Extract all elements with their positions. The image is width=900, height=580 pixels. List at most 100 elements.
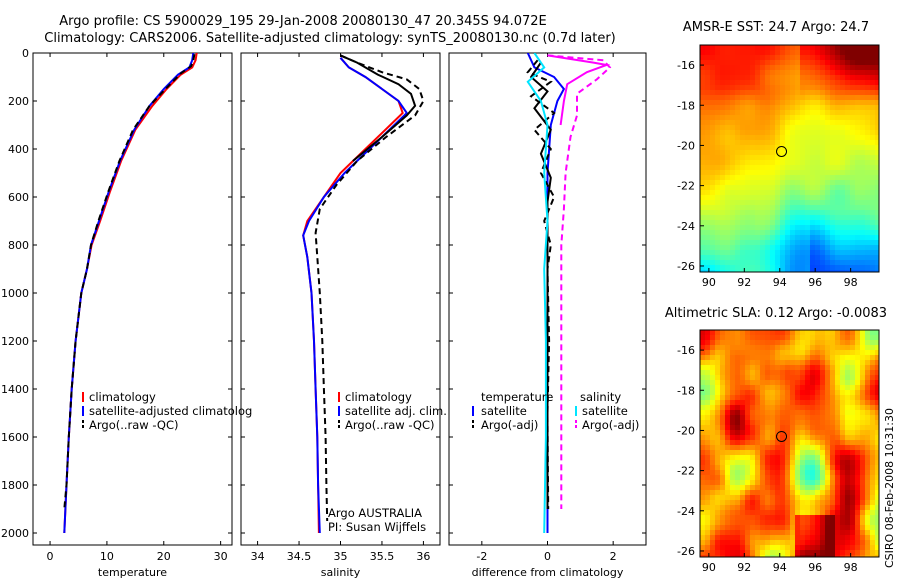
sla-map-cell bbox=[805, 450, 811, 456]
sst-map-cell bbox=[830, 120, 836, 126]
sla-map-cell bbox=[700, 515, 706, 521]
sst-map-cell bbox=[710, 150, 716, 156]
sst-map-cell bbox=[745, 180, 751, 186]
sla-map-cell bbox=[795, 425, 801, 431]
sla-map-cell bbox=[735, 405, 741, 411]
sla-map-cell bbox=[870, 365, 876, 371]
sst-map-cell bbox=[770, 85, 776, 91]
temperature-ytick-label: 2000 bbox=[1, 527, 29, 540]
sst-map-cell bbox=[835, 150, 841, 156]
sst-map-cell bbox=[845, 145, 851, 151]
sla-map-cell bbox=[790, 450, 796, 456]
sla-map-cell bbox=[850, 480, 856, 486]
sst-map-cell bbox=[700, 225, 706, 231]
sst-map-cell bbox=[715, 270, 721, 272]
sst-map-cell bbox=[765, 215, 771, 221]
sla-map-cell bbox=[745, 540, 751, 546]
sla-map-cell bbox=[700, 545, 706, 551]
sst-map-cell bbox=[740, 90, 746, 96]
sst-map-cell bbox=[875, 250, 879, 256]
sla-map-cell bbox=[755, 525, 761, 531]
sla-map-cell bbox=[850, 420, 856, 426]
sst-map-cell bbox=[825, 260, 831, 266]
sst-map-cell bbox=[765, 230, 771, 236]
sla-map-cell bbox=[820, 490, 826, 496]
sla-map-cell bbox=[810, 540, 816, 546]
difference-series-4 bbox=[547, 54, 612, 509]
sla-map-cell bbox=[770, 520, 776, 526]
sla-map-title: Altimetric SLA: 0.12 Argo: -0.0083 bbox=[665, 306, 887, 321]
sst-map-cell bbox=[770, 265, 776, 271]
sla-map-cell bbox=[775, 550, 781, 556]
sst-map-cell bbox=[825, 90, 831, 96]
sla-map-cell bbox=[700, 355, 706, 361]
sla-map-cell bbox=[835, 550, 841, 556]
sla-map-cell bbox=[775, 335, 781, 341]
sla-map-cell bbox=[760, 510, 766, 516]
sla-map-cell bbox=[730, 425, 736, 431]
sst-map-cell bbox=[790, 90, 796, 96]
sla-map-cell bbox=[830, 360, 836, 366]
sla-map-cell bbox=[870, 510, 876, 516]
sla-map-cell bbox=[710, 380, 716, 386]
sst-map-cell bbox=[835, 230, 841, 236]
sst-map-ytick-label: -16 bbox=[677, 59, 695, 72]
sst-map-cell bbox=[875, 100, 879, 106]
sla-map-cell bbox=[835, 470, 841, 476]
sla-map-cell bbox=[800, 485, 806, 491]
sst-map-cell bbox=[820, 175, 826, 181]
sst-map-cell bbox=[705, 165, 711, 171]
sla-map-cell bbox=[745, 470, 751, 476]
sla-map-cell bbox=[765, 395, 771, 401]
sla-map-cell bbox=[705, 420, 711, 426]
sst-map-cell bbox=[800, 200, 806, 206]
sla-map-cell bbox=[755, 410, 761, 416]
sst-map-cell bbox=[860, 125, 866, 131]
sla-map-cell bbox=[735, 510, 741, 516]
diff-legend-temp-title: temperature bbox=[481, 390, 553, 404]
sla-map-cell bbox=[725, 335, 731, 341]
sst-map-cell bbox=[755, 65, 761, 71]
sst-map-cell bbox=[725, 55, 731, 61]
sst-map-cell bbox=[740, 270, 746, 272]
sla-map-cell bbox=[865, 435, 871, 441]
sla-map-cell bbox=[770, 555, 776, 557]
sla-map-xtick-label: 98 bbox=[844, 561, 858, 574]
sla-map-cell bbox=[700, 420, 706, 426]
sla-map-cell bbox=[770, 345, 776, 351]
difference-series-3 bbox=[526, 53, 549, 534]
sst-map-cell bbox=[755, 180, 761, 186]
sst-map-cell bbox=[730, 145, 736, 151]
sst-map-ytick-label: -26 bbox=[677, 260, 695, 273]
sla-map: 90 92 94 96 98-16-18-20-22-24-26 bbox=[677, 329, 880, 574]
sla-map-cell bbox=[765, 490, 771, 496]
sst-map-cell bbox=[710, 140, 716, 146]
sst-map-cell bbox=[750, 150, 756, 156]
sst-map-cell bbox=[840, 265, 846, 271]
sla-map-cell bbox=[720, 400, 726, 406]
sla-map-cell bbox=[790, 480, 796, 486]
sla-map-cell bbox=[785, 435, 791, 441]
sla-map-cell bbox=[800, 400, 806, 406]
sst-map-cell bbox=[835, 235, 841, 241]
sla-map-cell bbox=[800, 345, 806, 351]
sla-map-cell bbox=[800, 465, 806, 471]
sla-map-cell bbox=[810, 415, 816, 421]
sst-map-cell bbox=[805, 90, 811, 96]
sst-map-cell bbox=[725, 45, 731, 51]
sla-map-cell bbox=[835, 425, 841, 431]
sst-map-cell bbox=[825, 230, 831, 236]
sst-map-cell bbox=[740, 245, 746, 251]
sst-map-cell bbox=[750, 80, 756, 86]
sla-map-cell bbox=[735, 380, 741, 386]
sst-map-cell bbox=[855, 90, 861, 96]
sla-map-cell bbox=[760, 410, 766, 416]
sla-map-cell bbox=[840, 455, 846, 461]
sla-map-cell bbox=[850, 345, 856, 351]
sst-map-cell bbox=[715, 55, 721, 61]
sla-map-cell bbox=[710, 555, 716, 557]
sla-map-cell bbox=[775, 365, 781, 371]
sla-map-cell bbox=[700, 400, 706, 406]
sst-map-cell bbox=[795, 90, 801, 96]
sla-map-cell bbox=[705, 485, 711, 491]
